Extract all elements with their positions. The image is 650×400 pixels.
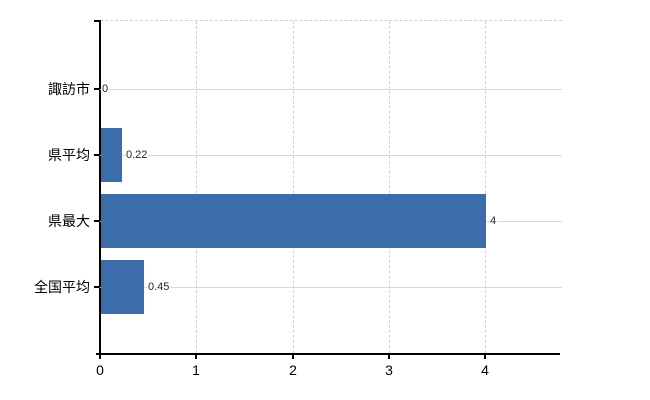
x-axis-line bbox=[96, 353, 560, 355]
x-tick bbox=[292, 355, 294, 359]
category-tick bbox=[94, 88, 100, 90]
x-tick bbox=[388, 355, 390, 359]
bar bbox=[101, 128, 122, 182]
v-gridline bbox=[485, 21, 486, 353]
category-label: 県最大 bbox=[48, 213, 90, 229]
category-tick bbox=[94, 220, 100, 222]
bar-value-label: 0 bbox=[101, 81, 110, 97]
x-tick-label: 1 bbox=[192, 362, 200, 378]
bar-value-label: 4 bbox=[489, 213, 498, 229]
bar-value-label: 0.45 bbox=[147, 279, 171, 295]
bar bbox=[101, 194, 486, 248]
category-tick bbox=[94, 286, 100, 288]
x-tick-label: 2 bbox=[289, 362, 297, 378]
y-axis-top-tick bbox=[94, 20, 100, 22]
y-axis-line bbox=[99, 20, 101, 355]
v-gridline bbox=[196, 21, 197, 353]
h-gridline bbox=[100, 155, 562, 156]
x-tick-label: 0 bbox=[96, 362, 104, 378]
x-tick bbox=[195, 355, 197, 359]
category-label: 諏訪市 bbox=[48, 81, 90, 97]
plot-top-border bbox=[100, 20, 562, 21]
bar bbox=[101, 260, 144, 314]
bar-value-label: 0.22 bbox=[125, 147, 149, 163]
x-tick-label: 3 bbox=[385, 362, 393, 378]
category-tick bbox=[94, 154, 100, 156]
h-gridline bbox=[100, 89, 562, 90]
x-tick-label: 4 bbox=[481, 362, 489, 378]
x-tick bbox=[484, 355, 486, 359]
category-label: 県平均 bbox=[48, 147, 90, 163]
h-gridline bbox=[100, 287, 562, 288]
category-label: 全国平均 bbox=[34, 279, 90, 295]
x-tick bbox=[99, 355, 101, 359]
v-gridline bbox=[293, 21, 294, 353]
v-gridline bbox=[389, 21, 390, 353]
